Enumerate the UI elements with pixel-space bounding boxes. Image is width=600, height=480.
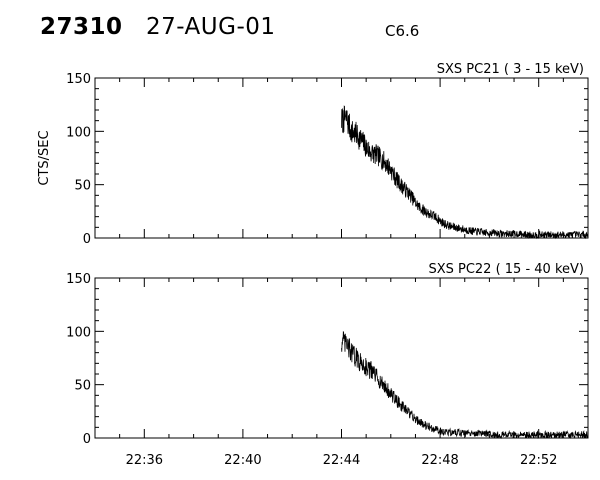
y-tick-label: 0 — [83, 232, 91, 247]
y-tick-label: 100 — [66, 125, 91, 140]
y-tick-label: 0 — [83, 432, 91, 447]
plot-frame — [94, 77, 589, 239]
flare-class: C6.6 — [385, 22, 420, 40]
y-tick-label: 50 — [74, 379, 91, 394]
x-tick-label: 22:40 — [224, 453, 261, 468]
series-line — [341, 105, 588, 240]
x-tick-label: 22:36 — [126, 453, 163, 468]
flare-id: 27310 — [40, 14, 123, 40]
y-tick-label: 150 — [66, 72, 91, 87]
y-tick-label: 100 — [66, 325, 91, 340]
y-tick-label: 50 — [74, 179, 91, 194]
x-tick-label: 22:48 — [421, 453, 458, 468]
flare-date: 27-AUG-01 — [146, 14, 276, 40]
y-axis-label: CTS/SEC — [37, 130, 52, 185]
x-tick-label: 22:44 — [323, 453, 360, 468]
panel-title: SXS PC21 ( 3 - 15 keV) — [437, 62, 584, 77]
panel-title: SXS PC22 ( 15 - 40 keV) — [428, 262, 584, 277]
series-line — [341, 331, 588, 440]
y-tick-label: 150 — [66, 272, 91, 287]
plot-frame — [94, 277, 589, 439]
x-tick-label: 22:52 — [520, 453, 557, 468]
